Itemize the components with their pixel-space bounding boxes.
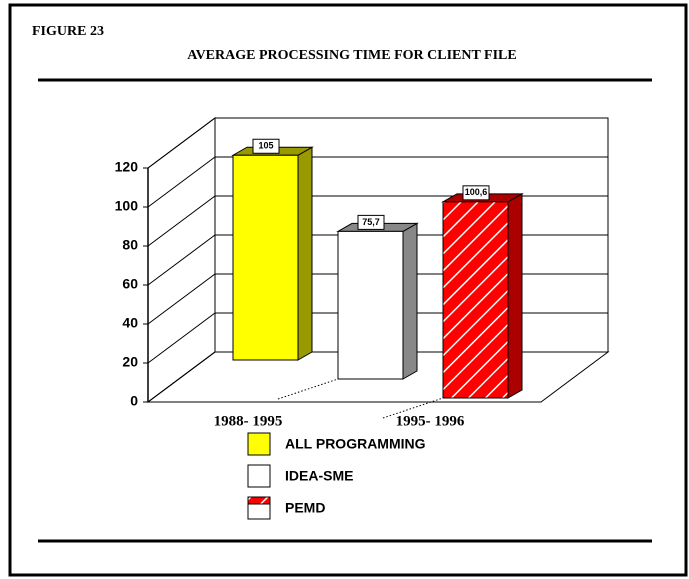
y-tick-label: 0 [130,393,138,409]
legend-label: PEMD [285,500,325,516]
y-tick-label: 100 [115,198,139,214]
value-label-box [357,214,385,230]
y-tick-label: 40 [122,315,138,331]
leader [382,397,444,419]
legend-label: IDEA-SME [285,468,353,484]
bar-side [507,192,523,399]
bar-side [297,146,313,361]
value-label: 100,6 [465,187,488,197]
x-tick-label: 1988- 1995 [214,413,283,429]
legend-swatch [247,464,271,488]
y-tick-label: 80 [122,237,138,253]
bar [232,154,299,361]
leader [277,378,339,400]
legend-swatch [247,432,271,456]
y-tick-label: 20 [122,354,138,370]
bar [442,201,509,399]
x-tick-label: 1995- 1996 [396,413,465,429]
value-label: 75,7 [362,217,380,227]
legend-swatch-hatch [247,496,271,505]
figure-label: FIGURE 23 [32,24,104,39]
y-tick-label: 60 [122,276,138,292]
grid-line [147,117,608,169]
y-tick-label: 120 [115,159,139,175]
frame [8,3,688,577]
bar [337,230,404,380]
legend-label: ALL PROGRAMMING [285,436,426,452]
grid-line [147,156,608,208]
value-label-box [462,185,490,201]
value-label-box [252,138,280,154]
value-label: 105 [258,141,273,151]
chart-title: AVERAGE PROCESSING TIME FOR CLIENT FILE [187,48,516,63]
bar-side [402,222,418,380]
